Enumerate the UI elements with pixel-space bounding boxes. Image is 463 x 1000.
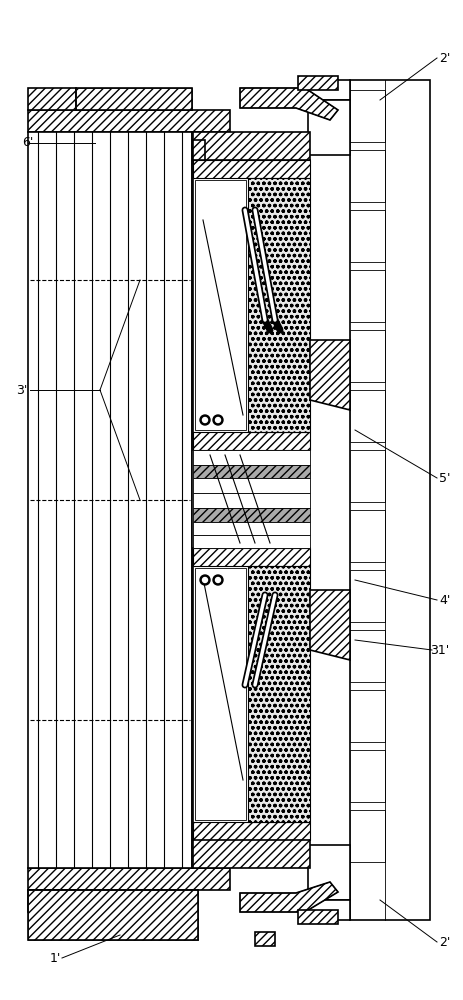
Bar bbox=[28, 890, 76, 912]
Bar bbox=[350, 210, 385, 262]
Circle shape bbox=[215, 418, 220, 422]
Bar bbox=[192, 132, 204, 868]
Bar bbox=[193, 548, 310, 840]
Circle shape bbox=[202, 578, 207, 582]
Bar bbox=[308, 80, 350, 100]
Bar bbox=[193, 160, 310, 178]
Bar bbox=[298, 76, 338, 90]
Circle shape bbox=[200, 415, 210, 425]
Polygon shape bbox=[240, 88, 338, 120]
Bar bbox=[248, 178, 310, 432]
Bar bbox=[193, 822, 310, 840]
Bar bbox=[193, 132, 310, 160]
Circle shape bbox=[213, 575, 223, 585]
Text: 6': 6' bbox=[22, 136, 34, 149]
Bar bbox=[76, 88, 192, 110]
Bar bbox=[193, 840, 310, 868]
Bar bbox=[298, 910, 338, 924]
Bar bbox=[193, 140, 205, 160]
Bar bbox=[350, 390, 385, 442]
Bar bbox=[76, 88, 192, 110]
Bar bbox=[193, 548, 310, 566]
Bar bbox=[308, 845, 350, 900]
Bar bbox=[350, 630, 385, 682]
Bar bbox=[308, 900, 350, 920]
Bar bbox=[193, 508, 310, 522]
Bar bbox=[350, 810, 385, 862]
Bar bbox=[350, 330, 385, 382]
Text: 5': 5' bbox=[439, 472, 451, 485]
Bar bbox=[350, 450, 385, 502]
Circle shape bbox=[202, 418, 207, 422]
Bar bbox=[255, 932, 275, 946]
Bar bbox=[193, 478, 310, 493]
Polygon shape bbox=[310, 340, 350, 410]
Bar bbox=[28, 110, 230, 132]
Bar bbox=[195, 180, 246, 430]
Bar bbox=[193, 535, 310, 548]
Text: 4': 4' bbox=[439, 593, 450, 606]
Bar bbox=[350, 570, 385, 622]
Bar bbox=[28, 890, 198, 940]
Bar bbox=[28, 132, 192, 868]
Text: 2': 2' bbox=[439, 936, 450, 948]
Text: 3': 3' bbox=[16, 383, 28, 396]
Circle shape bbox=[215, 578, 220, 582]
Bar bbox=[308, 100, 350, 155]
Bar bbox=[350, 150, 385, 202]
Circle shape bbox=[213, 415, 223, 425]
Bar bbox=[193, 432, 310, 450]
Text: 1': 1' bbox=[50, 952, 61, 964]
Polygon shape bbox=[240, 882, 338, 912]
Bar bbox=[193, 160, 310, 450]
Circle shape bbox=[200, 575, 210, 585]
Bar bbox=[350, 90, 385, 142]
Bar bbox=[28, 88, 76, 110]
Bar bbox=[193, 465, 310, 478]
Bar bbox=[350, 690, 385, 742]
Bar bbox=[350, 750, 385, 802]
Bar bbox=[28, 890, 198, 940]
Bar bbox=[350, 270, 385, 322]
Bar bbox=[193, 493, 310, 508]
Polygon shape bbox=[310, 590, 350, 660]
Bar bbox=[28, 868, 230, 890]
Bar bbox=[350, 510, 385, 562]
Text: 2': 2' bbox=[439, 51, 450, 64]
Bar bbox=[193, 450, 310, 465]
Bar bbox=[350, 80, 430, 920]
Bar bbox=[248, 566, 310, 822]
Bar bbox=[193, 522, 310, 535]
Text: 31': 31' bbox=[431, 644, 450, 656]
Bar bbox=[195, 568, 246, 820]
